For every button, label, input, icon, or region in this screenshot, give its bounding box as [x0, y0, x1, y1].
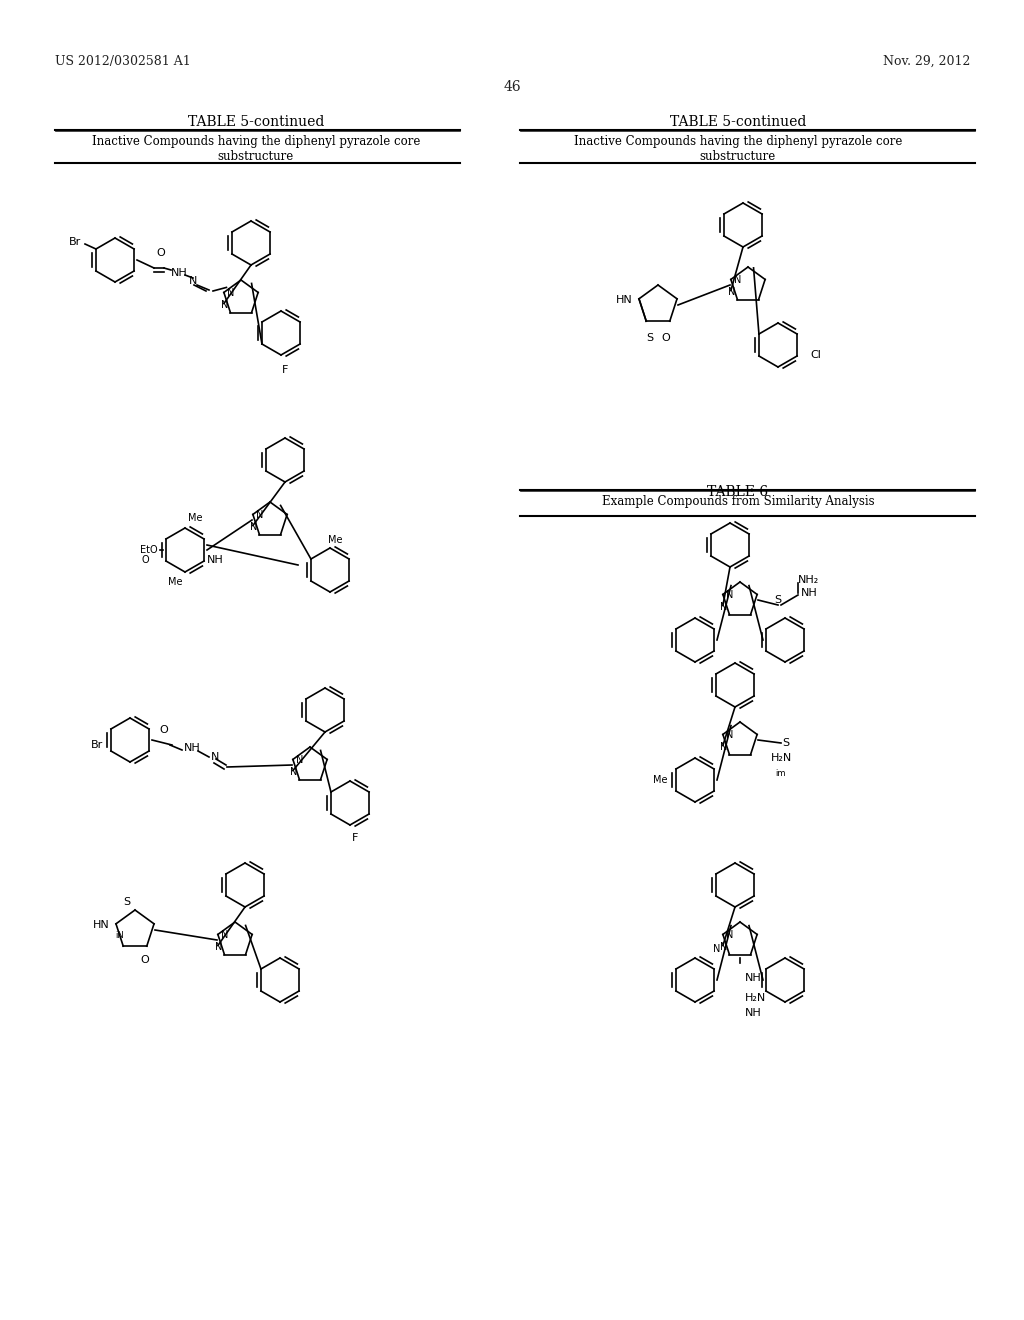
Text: US 2012/0302581 A1: US 2012/0302581 A1 [55, 55, 190, 69]
Text: TABLE 6: TABLE 6 [708, 484, 769, 499]
Text: N: N [250, 523, 257, 532]
Text: N: N [726, 590, 733, 599]
Text: NH: NH [801, 587, 818, 598]
Text: Me: Me [653, 775, 668, 785]
Text: N: N [296, 755, 303, 764]
Text: Me: Me [328, 535, 342, 545]
Text: N: N [256, 510, 263, 520]
Text: F: F [352, 833, 358, 843]
Text: HN: HN [616, 294, 633, 305]
Text: Br: Br [69, 238, 81, 247]
Text: iN: iN [116, 931, 124, 940]
Text: HN: HN [93, 920, 110, 931]
Text: Me: Me [187, 513, 203, 523]
Text: O: O [141, 554, 148, 565]
Text: Inactive Compounds having the diphenyl pyrazole core
substructure: Inactive Compounds having the diphenyl p… [573, 135, 902, 162]
Text: NH₂: NH₂ [798, 576, 819, 585]
Text: N: N [726, 929, 733, 940]
Text: Nov. 29, 2012: Nov. 29, 2012 [883, 55, 970, 69]
Text: Example Compounds from Similarity Analysis: Example Compounds from Similarity Analys… [602, 495, 874, 508]
Text: Inactive Compounds having the diphenyl pyrazole core
substructure: Inactive Compounds having the diphenyl p… [92, 135, 420, 162]
Text: N: N [714, 944, 721, 954]
Text: TABLE 5-continued: TABLE 5-continued [187, 115, 325, 129]
Text: Br: Br [91, 741, 103, 750]
Text: N: N [290, 767, 298, 777]
Text: N: N [720, 742, 727, 752]
Text: S: S [782, 738, 790, 748]
Text: NH: NH [171, 268, 187, 279]
Text: N: N [215, 942, 222, 952]
Text: N: N [726, 730, 733, 739]
Text: N: N [188, 276, 198, 286]
Text: EtO: EtO [140, 545, 158, 554]
Text: O: O [157, 248, 165, 257]
Text: Me: Me [168, 577, 182, 587]
Text: Cl: Cl [810, 350, 821, 360]
Text: S: S [646, 333, 653, 343]
Text: H₂N: H₂N [771, 752, 793, 763]
Text: NH: NH [207, 554, 223, 565]
Text: N: N [728, 288, 735, 297]
Text: 46: 46 [503, 81, 521, 94]
Text: N: N [226, 288, 233, 297]
Text: O: O [662, 333, 671, 343]
Text: TABLE 5-continued: TABLE 5-continued [670, 115, 806, 129]
Text: H₂N: H₂N [745, 993, 766, 1003]
Text: O: O [140, 954, 150, 965]
Text: N: N [220, 929, 228, 940]
Text: O: O [160, 725, 168, 735]
Text: N: N [211, 752, 219, 762]
Text: N: N [720, 942, 727, 952]
Text: im: im [776, 768, 786, 777]
Text: N: N [221, 300, 228, 310]
Text: NH: NH [745, 973, 762, 983]
Text: N: N [733, 275, 741, 285]
Text: S: S [124, 898, 131, 907]
Text: NH: NH [184, 743, 201, 752]
Text: F: F [282, 366, 288, 375]
Text: S: S [774, 595, 781, 605]
Text: NH: NH [745, 1008, 762, 1018]
Text: N: N [720, 602, 727, 612]
